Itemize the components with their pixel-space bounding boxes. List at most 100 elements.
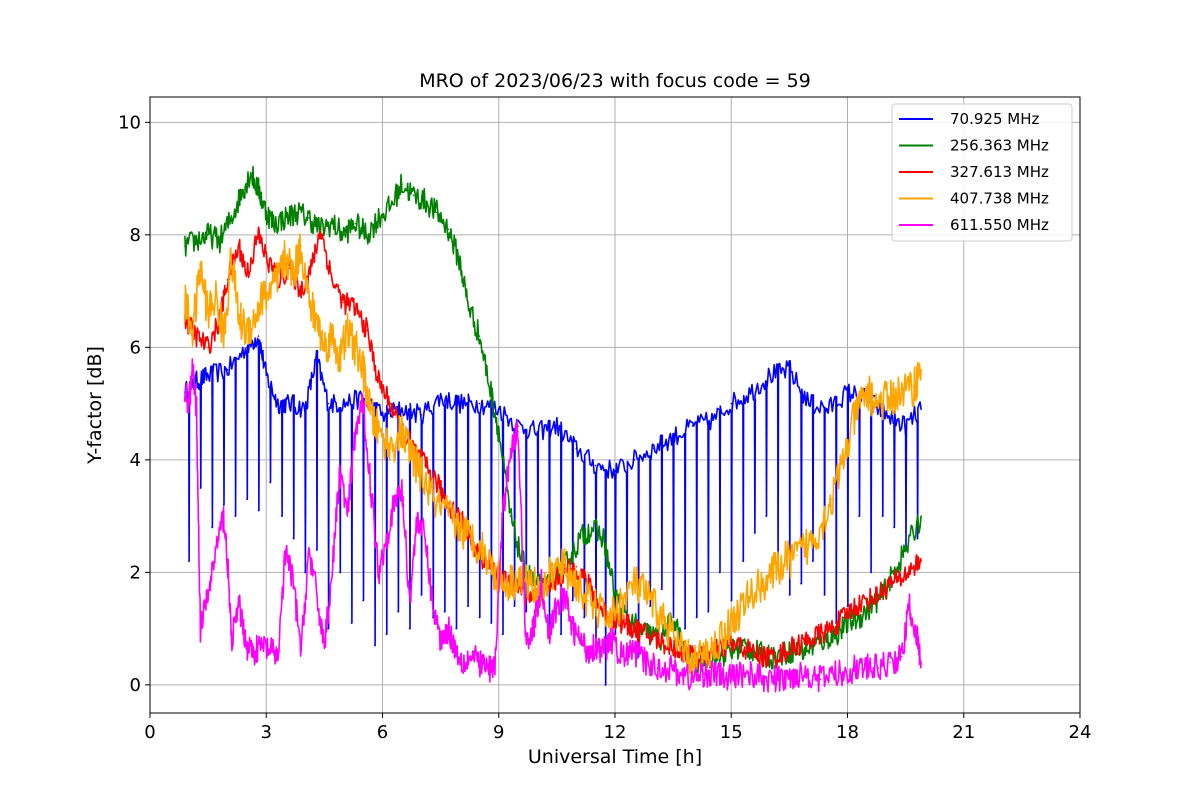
data-point	[265, 374, 268, 377]
data-point	[486, 667, 488, 669]
data-point	[377, 380, 380, 382]
data-point	[238, 245, 240, 247]
data-point	[296, 211, 299, 214]
data-point	[726, 627, 729, 630]
x-tick-label: 3	[261, 722, 272, 743]
data-point	[517, 577, 519, 579]
data-point	[656, 667, 659, 669]
dip-point	[222, 504, 225, 506]
data-point	[769, 374, 771, 377]
data-point	[854, 414, 857, 416]
data-point	[412, 194, 415, 197]
data-point	[776, 655, 779, 658]
data-point	[858, 616, 860, 619]
data-point	[784, 560, 787, 562]
data-point	[633, 582, 636, 585]
data-point	[424, 464, 426, 467]
data-point	[470, 655, 473, 658]
data-point	[447, 228, 450, 230]
data-point	[300, 290, 302, 292]
data-point	[253, 318, 256, 321]
data-point	[808, 402, 810, 405]
dip-point	[684, 627, 686, 630]
data-point	[742, 644, 744, 647]
data-point	[532, 627, 535, 630]
data-point	[230, 639, 233, 641]
data-point	[614, 594, 616, 596]
data-point	[377, 217, 380, 219]
data-point	[377, 430, 380, 433]
dip-point	[443, 610, 446, 613]
data-point	[870, 605, 872, 607]
data-point	[226, 279, 229, 281]
dip-point	[525, 610, 527, 613]
data-point	[501, 515, 504, 517]
data-point	[439, 397, 442, 399]
data-point	[668, 627, 671, 630]
dip-point	[327, 627, 330, 630]
data-point	[808, 672, 810, 675]
data-point	[265, 256, 268, 259]
data-point	[529, 582, 531, 585]
data-point	[749, 594, 752, 596]
data-point	[331, 571, 333, 574]
data-point	[459, 262, 461, 264]
data-point	[331, 222, 333, 225]
y-axis: 0 2 4 6 8 10	[118, 112, 150, 696]
x-tick-label: 18	[836, 722, 859, 743]
data-point	[889, 397, 891, 399]
data-point	[323, 346, 326, 349]
data-point	[552, 571, 554, 574]
data-point	[819, 633, 822, 635]
x-tick-label: 12	[604, 722, 627, 743]
data-point	[715, 672, 717, 675]
data-point	[284, 217, 287, 219]
data-point	[889, 582, 891, 585]
data-point	[920, 515, 922, 517]
data-point	[730, 402, 733, 405]
data-point	[556, 605, 558, 607]
data-point	[315, 318, 318, 321]
data-point	[796, 554, 798, 557]
data-point	[509, 515, 512, 517]
x-tick-label: 21	[952, 722, 975, 743]
data-point	[726, 678, 729, 680]
dip-point	[501, 633, 504, 635]
data-point	[749, 650, 752, 652]
data-point	[381, 414, 384, 416]
data-point	[866, 667, 868, 669]
data-point	[288, 402, 291, 405]
data-point	[412, 459, 415, 461]
data-point	[226, 369, 229, 371]
data-point	[436, 481, 438, 484]
data-point	[579, 639, 581, 641]
dip-point	[362, 599, 364, 602]
y-axis-label: Y-factor [dB]	[84, 346, 106, 465]
data-point	[315, 357, 318, 360]
data-point	[346, 515, 349, 517]
data-point	[548, 633, 550, 635]
dip-point	[707, 610, 709, 613]
dip-point	[811, 560, 814, 562]
y-tick-label: 6	[130, 337, 141, 358]
data-point	[331, 279, 333, 281]
data-point	[343, 234, 345, 236]
data-point	[447, 627, 450, 630]
data-point	[788, 650, 791, 652]
data-point	[230, 256, 233, 259]
series-line-1	[184, 165, 922, 674]
data-point	[656, 639, 659, 641]
legend-box	[891, 103, 1073, 242]
dip-point	[583, 616, 585, 619]
dip-point	[823, 594, 826, 596]
legend-label: 256.363 MHz	[950, 137, 1049, 155]
y-tick-label: 8	[130, 225, 141, 246]
data-point	[459, 526, 461, 529]
dip-point	[304, 571, 306, 574]
data-point	[668, 667, 671, 669]
dip-point	[374, 644, 376, 647]
legend-label: 70.925 MHz	[950, 110, 1039, 128]
data-point	[563, 565, 566, 568]
data-point	[831, 498, 833, 501]
data-point	[470, 537, 473, 540]
